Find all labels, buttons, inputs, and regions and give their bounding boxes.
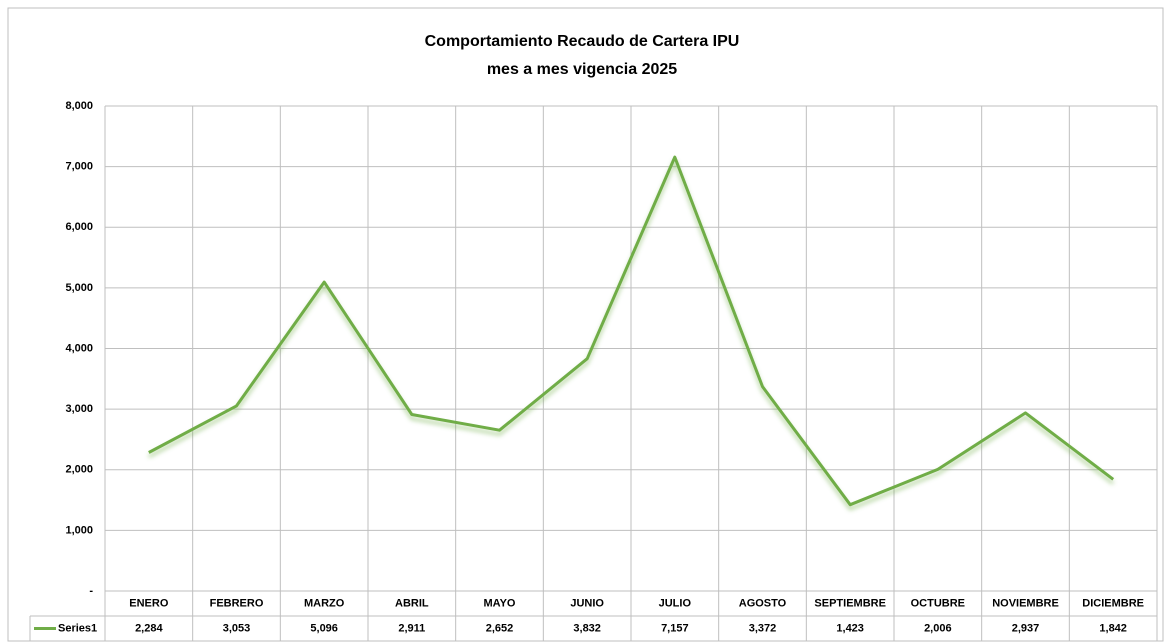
y-tick-label: 8,000 (65, 100, 93, 112)
data-table-value: 2,652 (486, 622, 514, 634)
chart-title: Comportamiento Recaudo de Cartera IPU (425, 33, 740, 50)
y-tick-label: 7,000 (65, 161, 93, 173)
data-table-value: 2,937 (1012, 622, 1040, 634)
legend-label: Series1 (58, 622, 97, 634)
data-table-value: 3,832 (573, 622, 601, 634)
y-tick-label: 4,000 (65, 342, 93, 354)
y-tick-label: - (89, 585, 93, 597)
chart-subtitle: mes a mes vigencia 2025 (487, 61, 677, 78)
data-table-value: 5,096 (310, 622, 338, 634)
x-tick-label: MARZO (304, 597, 345, 609)
data-table-value: 1,842 (1099, 622, 1127, 634)
data-table-value: 3,053 (223, 622, 251, 634)
x-tick-label: JUNIO (570, 597, 604, 609)
y-tick-label: 2,000 (65, 464, 93, 476)
data-table-value: 2,284 (135, 622, 163, 634)
y-tick-label: 6,000 (65, 221, 93, 233)
series-line (148, 155, 1115, 507)
x-tick-label: JULIO (659, 597, 692, 609)
x-tick-label: SEPTIEMBRE (814, 597, 886, 609)
x-tick-label: ENERO (129, 597, 169, 609)
y-tick-label: 1,000 (65, 524, 93, 536)
x-tick-label: ABRIL (395, 597, 429, 609)
x-tick-label: AGOSTO (739, 597, 787, 609)
y-tick-label: 5,000 (65, 282, 93, 294)
data-table-value: 7,157 (661, 622, 689, 634)
chart-border (7, 7, 1164, 642)
data-table-value: 2,911 (398, 622, 425, 634)
x-tick-label: FEBRERO (210, 597, 264, 609)
x-tick-label: MAYO (484, 597, 516, 609)
x-tick-label: OCTUBRE (911, 597, 965, 609)
x-tick-label: NOVIEMBRE (992, 597, 1059, 609)
y-tick-label: 3,000 (65, 403, 93, 415)
x-tick-label: DICIEMBRE (1082, 597, 1144, 609)
data-table-value: 2,006 (924, 622, 952, 634)
data-table-value: 3,372 (749, 622, 777, 634)
data-table-value: 1,423 (836, 622, 864, 634)
